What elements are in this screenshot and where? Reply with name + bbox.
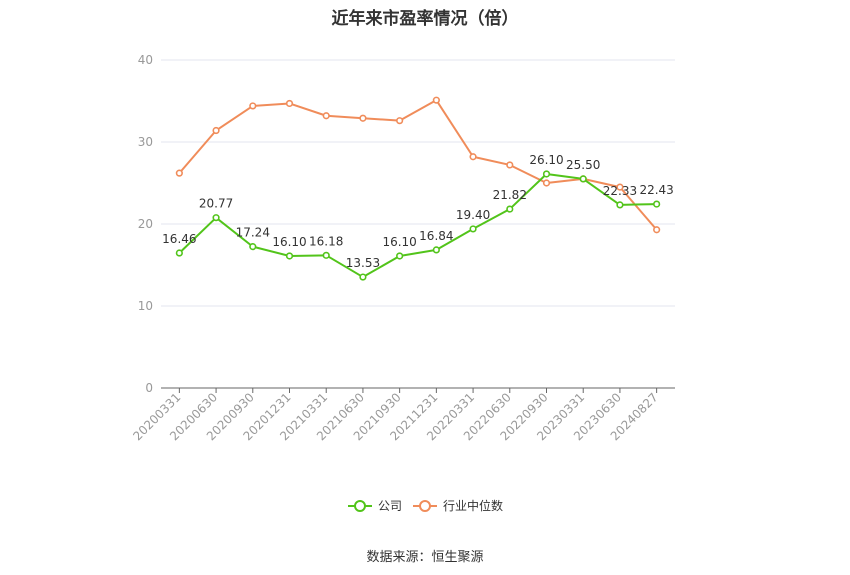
data-point — [579, 175, 587, 183]
data-label: 22.43 — [639, 183, 673, 197]
data-point — [285, 99, 294, 108]
data-label: 16.46 — [162, 232, 196, 246]
data-point — [249, 102, 257, 110]
data-point — [396, 252, 404, 260]
data-label: 26.10 — [529, 153, 563, 167]
data-point — [212, 214, 220, 222]
data-point — [542, 179, 551, 187]
data-point — [506, 161, 514, 169]
data-label: 20.77 — [199, 197, 233, 211]
data-point — [322, 112, 330, 120]
series-line-industry-median — [178, 99, 658, 231]
data-point — [616, 201, 624, 209]
y-tick-label: 0 — [145, 381, 153, 395]
gridlines — [161, 59, 675, 307]
y-tick-label: 10 — [138, 299, 153, 313]
data-point — [432, 246, 440, 254]
chart-title: 近年来市盈率情况（倍） — [331, 9, 519, 29]
data-point — [249, 243, 257, 251]
data-label: 16.10 — [382, 235, 416, 249]
data-point — [469, 225, 477, 233]
data-point — [285, 252, 294, 260]
data-label: 13.53 — [346, 256, 380, 270]
data-point — [359, 273, 367, 281]
data-label: 19.40 — [456, 208, 490, 222]
legend-item-industry-median: 行业中位数 — [413, 498, 503, 513]
data-label: 25.50 — [566, 158, 600, 172]
source-note: 数据来源：恒生聚源 — [366, 550, 484, 565]
legend-label: 公司 — [378, 499, 402, 513]
data-point — [616, 183, 624, 191]
y-tick-label: 20 — [138, 217, 153, 231]
data-point — [653, 200, 661, 208]
data-label: 16.84 — [419, 229, 453, 243]
data-point — [469, 153, 477, 161]
data-point — [432, 96, 440, 104]
data-label: 22.33 — [603, 184, 637, 198]
data-point — [506, 205, 514, 213]
data-point — [359, 114, 367, 122]
data-point — [396, 117, 404, 125]
data-label: 17.24 — [236, 226, 270, 240]
data-point — [175, 169, 183, 177]
data-label: 21.82 — [493, 188, 527, 202]
series — [175, 96, 661, 281]
data-label: 16.10 — [272, 235, 306, 249]
legend-item-company: 公司 — [348, 499, 402, 513]
legend-marker — [354, 500, 366, 512]
y-tick-label: 40 — [138, 53, 153, 67]
data-label: 16.18 — [309, 234, 343, 248]
data-point — [212, 126, 220, 135]
legend-label: 行业中位数 — [443, 498, 503, 513]
data-point — [322, 251, 330, 259]
data-point — [653, 226, 661, 234]
y-tick-label: 30 — [138, 135, 153, 149]
legend-marker — [419, 500, 431, 512]
data-point — [542, 170, 551, 178]
legend: 公司 行业中位数 — [348, 498, 503, 513]
series-line-company — [178, 172, 657, 279]
data-point — [175, 249, 183, 257]
